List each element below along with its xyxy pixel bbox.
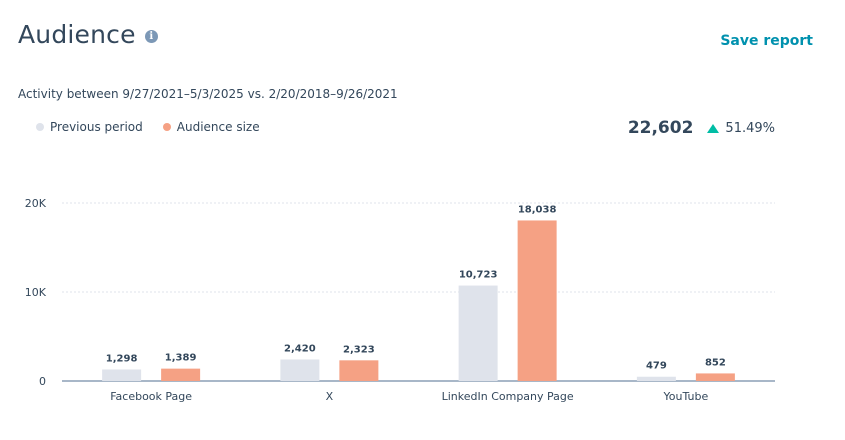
summary-metric: 22,602 51.49% (628, 118, 775, 138)
y-tick-label: 0 (39, 375, 46, 388)
legend-item-previous[interactable]: Previous period (36, 120, 143, 134)
legend-dot-previous (36, 123, 44, 131)
y-tick-label: 20K (25, 197, 47, 210)
x-category-label: LinkedIn Company Page (442, 390, 574, 403)
bar-chart: 0 10K 20K 1,298 1,389 Facebook Page 2,420 2,323… (25, 197, 775, 403)
legend-label-previous: Previous period (50, 120, 143, 134)
bar-value-label: 852 (705, 357, 726, 368)
bar-value-label: 18,038 (518, 204, 557, 215)
bar-audience-size[interactable] (339, 360, 379, 381)
title-area: Audience i (18, 20, 158, 49)
legend-item-audience-size[interactable]: Audience size (162, 120, 260, 134)
bar-value-label: 479 (646, 361, 667, 372)
y-tick-label: 10K (25, 286, 47, 299)
x-category-label: Facebook Page (110, 390, 192, 403)
date-range-subtitle: Activity between 9/27/2021–5/3/2025 vs. … (18, 87, 398, 101)
info-icon[interactable]: i (144, 30, 158, 43)
bar-audience-size[interactable] (161, 368, 201, 381)
bar-value-label: 1,298 (106, 353, 138, 364)
summary-change: 51.49% (725, 120, 775, 136)
x-category-label: YouTube (663, 390, 709, 403)
summary-value: 22,602 (627, 118, 694, 138)
triangle-up-icon (707, 123, 720, 133)
chart-legend: Previous period Audience size (36, 120, 280, 134)
bar-previous[interactable] (636, 376, 676, 381)
bar-previous[interactable] (280, 359, 320, 381)
save-report-button[interactable]: Save report (720, 33, 813, 49)
legend-label-audience-size: Audience size (176, 120, 260, 134)
bar-audience-size[interactable] (517, 220, 557, 381)
bar-value-label: 10,723 (459, 270, 498, 281)
bar-value-label: 1,389 (165, 353, 197, 364)
page-title: Audience (18, 20, 136, 49)
legend-dot-audience-size (162, 123, 171, 131)
bar-value-label: 2,323 (343, 344, 375, 355)
x-category-label: X (326, 390, 334, 403)
bar-previous[interactable] (102, 369, 142, 381)
bar-audience-size[interactable] (695, 373, 735, 381)
bar-previous[interactable] (458, 285, 498, 381)
bar-value-label: 2,420 (284, 343, 316, 354)
